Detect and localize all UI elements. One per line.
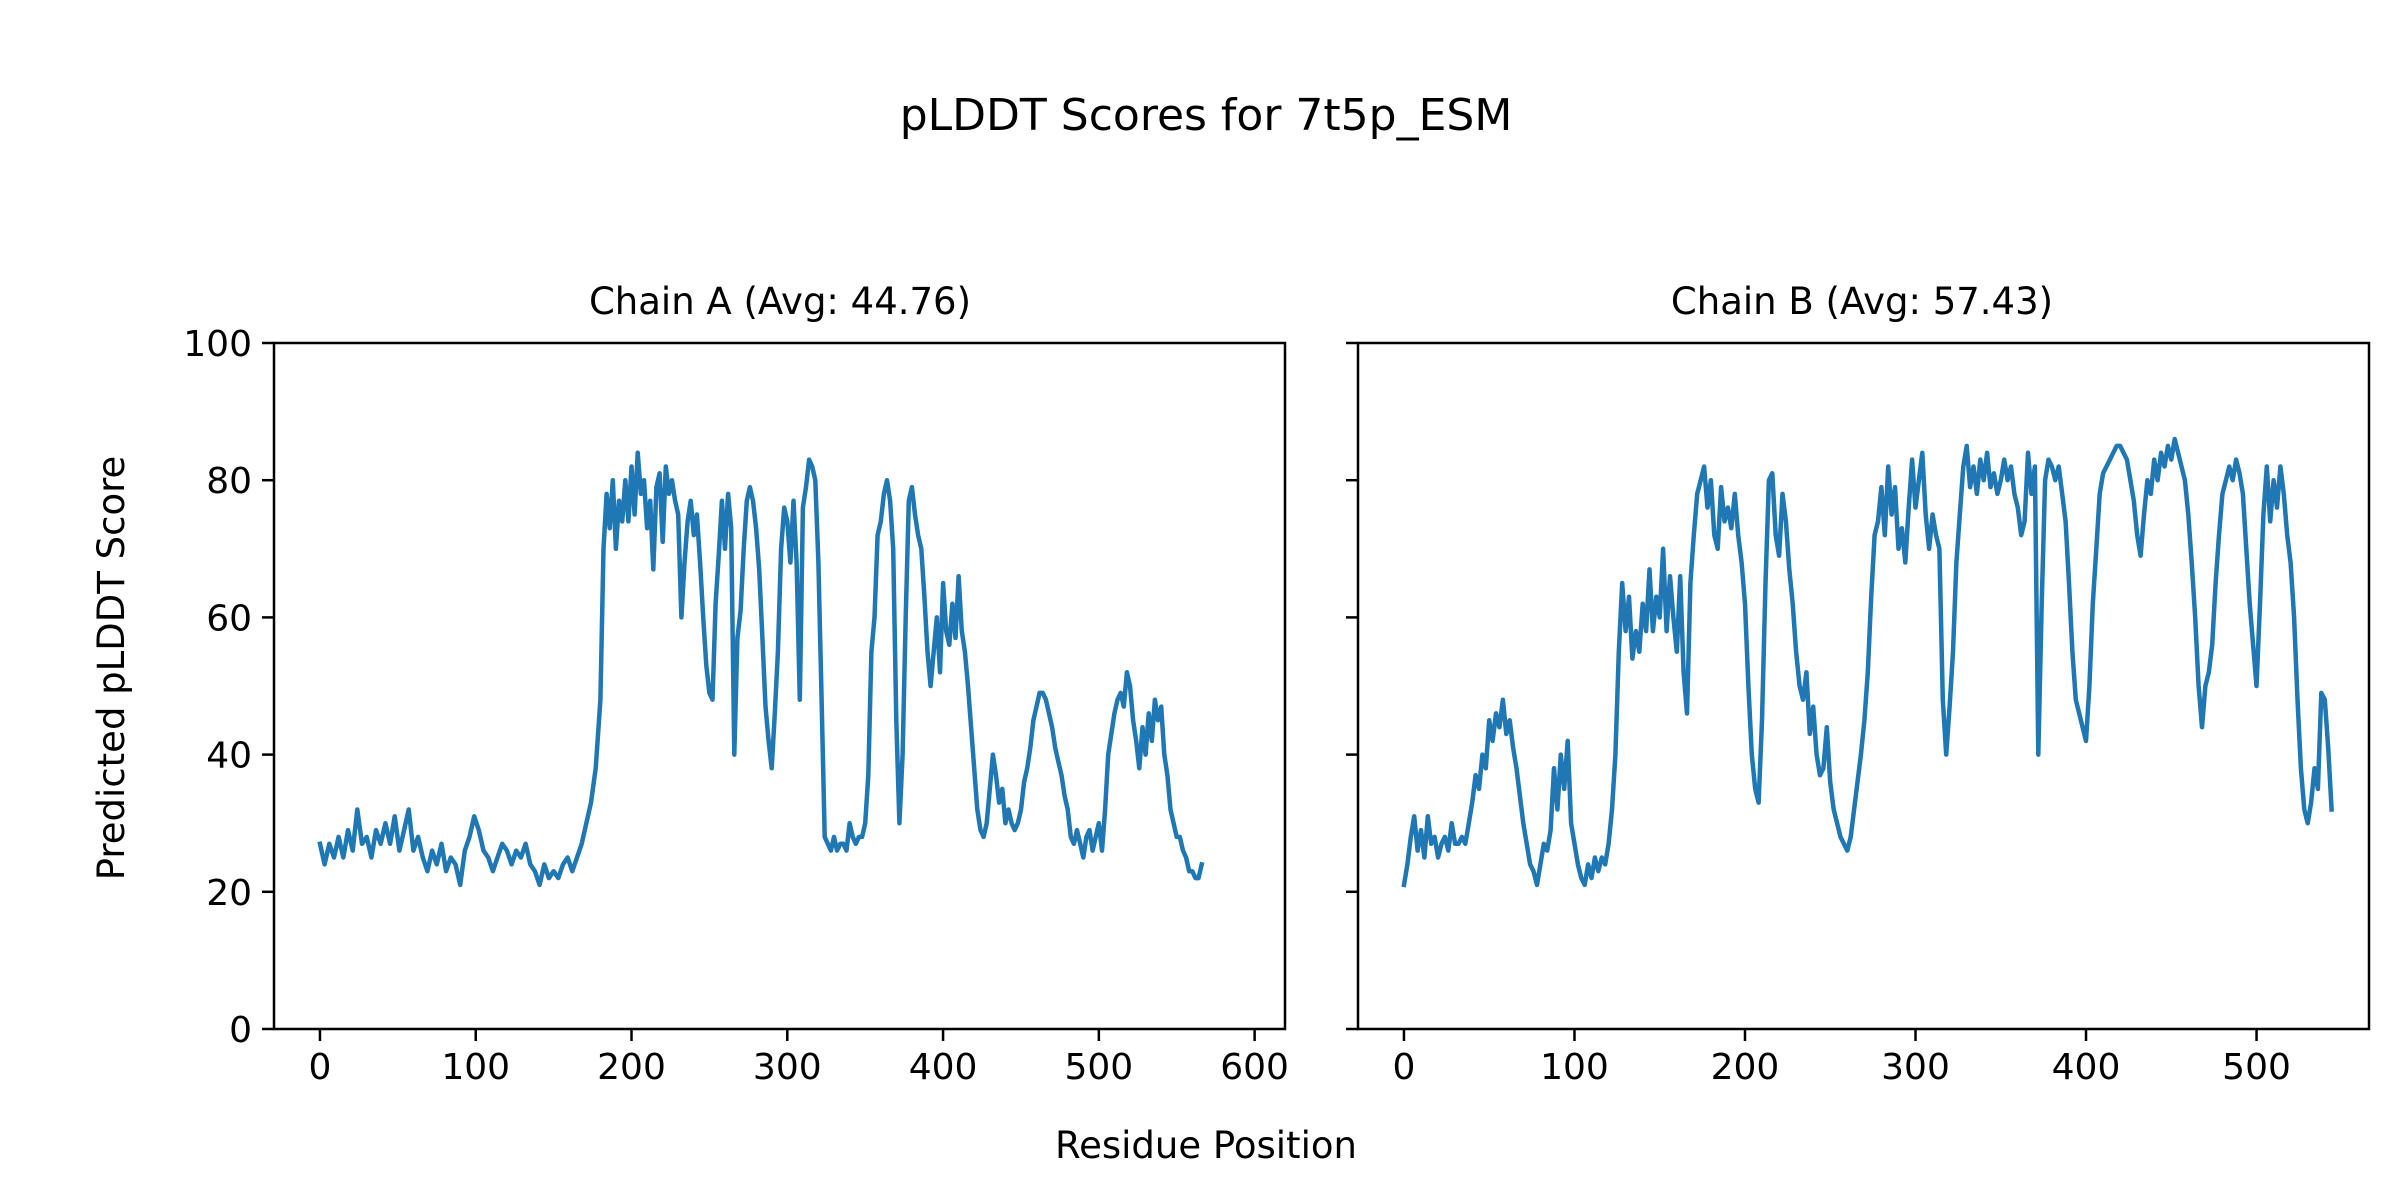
chain-b-axes-ticks: 0 100 200 300 400 500 (1346, 341, 2291, 1088)
chain-b-panel: Chain B (Avg: 57.43) 0 100 200 300 400 500 (1346, 280, 2371, 1088)
chain-a-panel: Chain A (Avg: 44.76) 0 100 200 300 400 500 600… (183, 280, 1289, 1088)
chain-a-title: Chain A (Avg: 44.76) (589, 280, 971, 323)
chain-a-axes-ticks: 0 100 200 300 400 500 600 0 20 40 60 80 100 (183, 324, 1289, 1088)
x-axis-label: Residue Position (1055, 1124, 1357, 1167)
chain-a-x-tick-label: 300 (753, 1047, 822, 1088)
chain-a-y-tick-label: 60 (206, 598, 252, 639)
chain-b-x-tick-label: 500 (2222, 1047, 2291, 1088)
chain-a-plddt-line (317, 450, 1205, 888)
chain-a-x-tick-label: 500 (1064, 1047, 1133, 1088)
chain-a-y-tick-label: 40 (206, 736, 252, 777)
chain-a-y-tick-label: 0 (229, 1010, 252, 1051)
chain-a-x-tick-label: 600 (1220, 1047, 1289, 1088)
chain-a-x-tick-label: 100 (441, 1047, 510, 1088)
chain-a-x-tick-label: 0 (309, 1047, 332, 1088)
y-axis-label: Predicted pLDDT Score (90, 456, 133, 881)
chain-a-y-tick-label: 80 (206, 461, 252, 502)
figure-title: pLDDT Scores for 7t5p_ESM (900, 90, 1513, 141)
chain-a-y-tick-label: 20 (206, 873, 252, 914)
chain-a-axes-frame (272, 341, 1287, 1031)
chain-b-x-tick-label: 100 (1540, 1047, 1609, 1088)
chain-a-y-tick-label: 100 (183, 324, 252, 365)
chain-b-x-tick-label: 200 (1711, 1047, 1780, 1088)
chain-b-title: Chain B (Avg: 57.43) (1671, 280, 2053, 323)
chain-b-x-tick-label: 0 (1393, 1047, 1416, 1088)
chain-b-axes-frame (1356, 341, 2371, 1031)
chain-b-x-tick-label: 300 (1881, 1047, 1950, 1088)
chain-b-x-tick-label: 400 (2052, 1047, 2121, 1088)
chain-b-plddt-line (1401, 436, 2334, 888)
chain-a-x-tick-label: 200 (597, 1047, 666, 1088)
chain-a-x-tick-label: 400 (909, 1047, 978, 1088)
